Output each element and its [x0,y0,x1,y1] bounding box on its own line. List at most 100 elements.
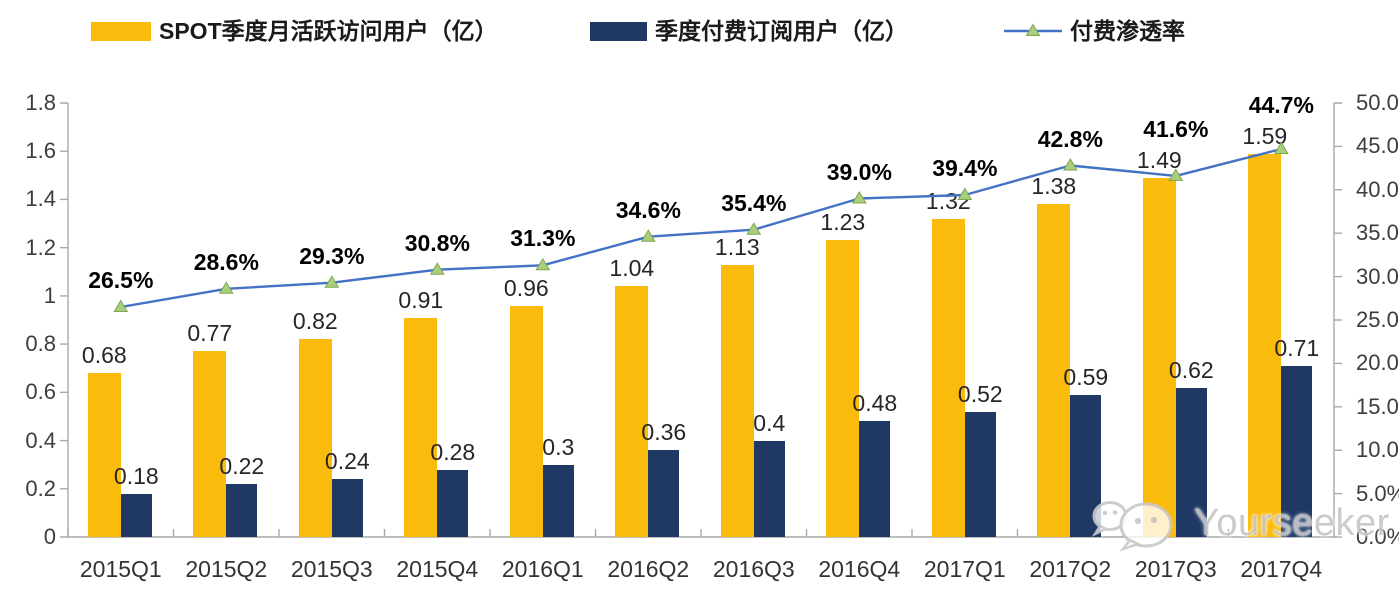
left-axis-label-0.6: 0.6 [25,379,56,405]
right-axis-label-5.0%: 5.0% [1356,480,1399,506]
pct-label-2016Q3: 35.4% [721,189,787,216]
x-tick-label-2015Q4: 2015Q4 [396,556,479,582]
bar-subs-2017Q4 [1281,365,1313,537]
triangle-marker-icon [1168,168,1184,181]
bar-mau-2015Q1 [87,373,121,537]
triangle-marker-icon [429,262,445,275]
triangle-marker-icon [746,222,762,235]
bar-mau-2017Q3 [1142,177,1176,537]
x-tick-label-2017Q2: 2017Q2 [1029,556,1112,582]
x-tick-label-2015Q3: 2015Q3 [290,556,373,582]
x-tick-label-2016Q2: 2016Q2 [607,556,690,582]
x-tick-label-2017Q3: 2017Q3 [1134,556,1217,582]
right-axis-label-0.0%: 0.0% [1356,524,1399,549]
left-axis-label-1.4: 1.4 [25,186,56,212]
x-tick-label-2016Q4: 2016Q4 [818,556,901,582]
legend-label-mau: SPOT季度月活跃访问用户（亿） [159,18,498,44]
right-axis-label-35.0%: 35.0% [1356,220,1399,246]
pct-label-2017Q3: 41.6% [1143,115,1209,142]
bar-label-subs-2015Q4: 0.28 [430,438,476,465]
bar-label-subs-2016Q2: 0.36 [641,419,687,446]
bar-subs-2017Q3 [1175,387,1207,537]
bar-mau-2015Q2 [193,351,227,537]
bar-subs-2016Q2 [648,450,680,537]
bar-label-mau-2017Q3: 1.49 [1136,146,1182,173]
watermark-text: Yourseeker [1194,502,1390,544]
pct-label-2016Q2: 34.6% [615,196,681,223]
subs-legend-swatch-icon [590,21,647,41]
bar-mau-2015Q3 [298,339,332,537]
legend-label-penetration: 付费渗透率 [1070,18,1185,44]
bar-subs-2016Q4 [859,421,891,537]
right-axis-label-10.0%: 10.0% [1356,437,1399,463]
x-tick-label-2017Q1: 2017Q1 [923,556,1006,582]
bar-mau-2017Q1 [931,218,965,537]
left-axis-label-0: 0 [43,524,56,549]
right-axis-label-30.0%: 30.0% [1356,263,1399,289]
bar-label-mau-2015Q4: 0.91 [398,286,444,313]
x-tick-label-2015Q1: 2015Q1 [79,556,162,582]
right-axis-label-45.0%: 45.0% [1356,133,1399,159]
left-axis-label-0.4: 0.4 [25,427,56,453]
bar-label-mau-2015Q3: 0.82 [292,308,338,335]
x-tick-label-2016Q1: 2016Q1 [501,556,584,582]
bar-label-mau-2017Q2: 1.38 [1031,173,1077,200]
left-axis-label-1.6: 1.6 [25,138,56,164]
triangle-marker-icon [218,281,234,294]
line-marker-legend-icon [1004,23,1062,39]
bar-mau-2017Q2 [1037,204,1071,537]
bar-subs-2015Q2 [226,484,258,537]
bar-label-mau-2016Q4: 1.23 [820,209,866,236]
pct-label-2015Q1: 26.5% [88,267,154,293]
watermark: Yourseeker [1088,494,1390,552]
x-tick-label-2017Q4: 2017Q4 [1240,556,1323,582]
bar-mau-2015Q4 [404,317,438,537]
right-axis-label-25.0%: 25.0% [1356,307,1399,332]
bar-subs-2016Q3 [753,440,785,537]
legend-item-subs: 季度付费订阅用户（亿） [590,16,908,46]
bar-subs-2016Q1 [542,464,574,537]
bar-label-mau-2016Q1: 0.96 [503,274,549,301]
bar-label-mau-2015Q1: 0.68 [81,342,127,368]
left-axis-label-1.8: 1.8 [25,90,56,115]
bar-label-mau-2016Q3: 1.13 [714,233,760,260]
bar-subs-2015Q3 [331,479,363,537]
bar-mau-2017Q4 [1248,153,1282,537]
pct-label-2015Q2: 28.6% [193,248,259,275]
bar-label-mau-2015Q2: 0.77 [187,320,233,347]
bar-label-subs-2017Q4: 0.71 [1274,334,1320,361]
left-axis-label-0.8: 0.8 [25,331,56,357]
triangle-marker-icon [640,229,656,242]
right-axis-label-40.0%: 40.0% [1356,176,1399,202]
triangle-marker-icon [1273,141,1289,154]
line-markers [113,141,1289,312]
bar-label-subs-2016Q3: 0.4 [753,409,786,436]
bar-label-subs-2016Q1: 0.3 [542,433,575,460]
mau-legend-swatch-icon [91,21,151,41]
legend-label-subs: 季度付费订阅用户（亿） [655,18,908,44]
triangle-marker-icon [113,299,129,312]
bar-subs-2017Q1 [964,411,996,537]
legend-item-mau: SPOT季度月活跃访问用户（亿） [91,16,498,46]
bar-mau-2016Q1 [509,305,543,537]
bar-label-subs-2015Q2: 0.22 [219,453,265,479]
bar-label-subs-2017Q1: 0.52 [957,380,1003,407]
pct-label-2017Q1: 39.4% [932,155,998,181]
triangle-marker-icon [851,191,867,204]
left-axis-label-1: 1 [43,282,56,308]
bar-subs-2015Q1 [120,493,152,537]
bar-label-mau-2016Q2: 1.04 [609,255,655,282]
pct-label-2015Q3: 29.3% [299,242,365,269]
pct-label-2017Q4: 44.7% [1248,91,1314,118]
triangle-marker-icon [1062,158,1078,171]
right-axis-label-20.0%: 20.0% [1356,350,1399,376]
bar-label-subs-2017Q2: 0.59 [1063,363,1109,390]
triangle-marker-icon [957,187,973,200]
pct-label-2017Q2: 42.8% [1037,125,1103,152]
left-axis-label-1.2: 1.2 [25,234,56,260]
